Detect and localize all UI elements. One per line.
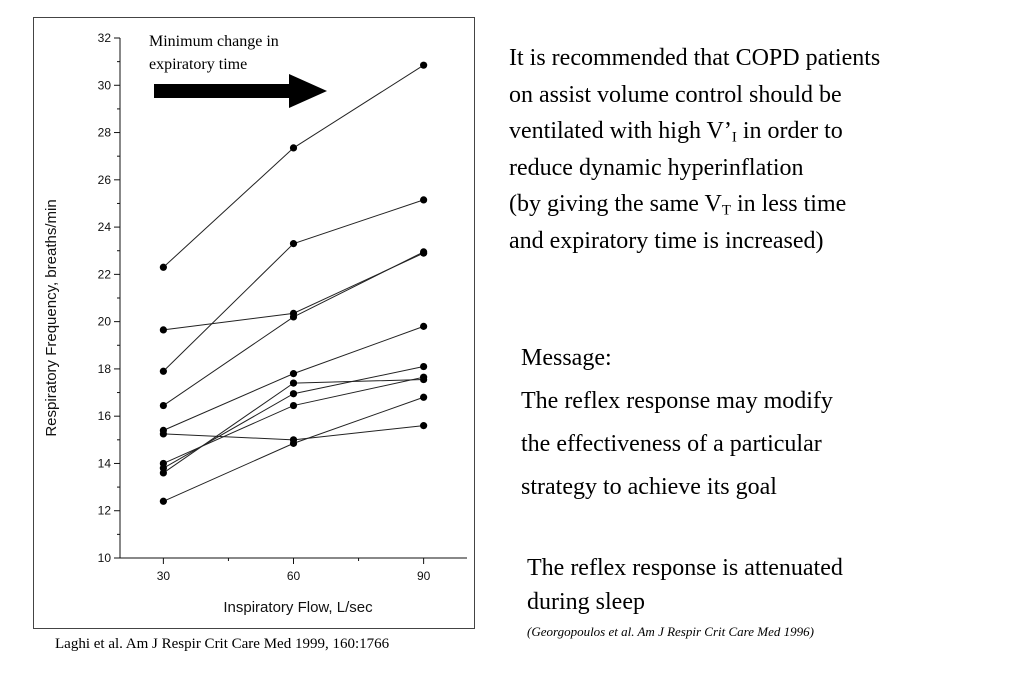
y-axis-title: Respiratory Frequency, breaths/min <box>43 199 60 436</box>
data-point-s8-90 <box>420 373 428 381</box>
data-point-s1-30 <box>159 263 167 271</box>
y-tick-label: 14 <box>98 456 112 470</box>
recommendation-line: on assist volume control should be <box>509 81 842 108</box>
y-tick-label: 28 <box>98 126 112 140</box>
data-point-s8-60 <box>289 401 298 410</box>
sleep-citation: (Georgopoulos et al. Am J Respir Crit Ca… <box>527 624 814 639</box>
recommendation-text: It is recommended that COPD patients on … <box>509 40 999 259</box>
message-line: The reflex response may modify <box>521 388 833 414</box>
y-tick-label: 22 <box>98 267 112 281</box>
y-tick-label: 12 <box>98 504 112 518</box>
message-line: the effectiveness of a particular <box>521 431 822 457</box>
data-point-s4-30 <box>159 401 167 410</box>
recommendation-line: reduce dynamic hyperinflation <box>509 154 804 181</box>
message-line: strategy to achieve its goal <box>521 474 777 500</box>
chart-tick-labels: 10 12 14 16 18 20 22 24 26 28 30 32 30 60 90 <box>98 31 431 583</box>
x-axis-title: Inspiratory Flow, L/sec <box>223 599 373 616</box>
y-tick-label: 16 <box>98 409 112 423</box>
recommendation-line: It is recommended that COPD patients <box>509 45 881 71</box>
data-point-s10-90 <box>420 393 428 401</box>
data-point-s3-30 <box>159 326 167 334</box>
y-tick-label: 30 <box>98 78 112 92</box>
chart-data-points <box>159 61 428 505</box>
recommendation-line: ventilated with high V’I in order to <box>509 118 843 146</box>
x-tick-label: 60 <box>287 569 301 583</box>
data-point-s10-60 <box>289 439 298 447</box>
data-point-s1-60 <box>289 144 298 152</box>
respiratory-frequency-chart: 10 12 14 16 18 20 22 24 26 28 30 32 30 60 90 Inspirato… <box>43 31 467 616</box>
chart-series-lines <box>163 64 424 502</box>
recommendation-line: (by giving the same VT in less time <box>509 191 847 219</box>
data-point-s5-60 <box>289 370 298 378</box>
y-tick-label: 18 <box>98 362 112 376</box>
data-point-s6-90 <box>420 362 428 371</box>
data-point-s8-30 <box>159 459 167 468</box>
data-point-s1-90 <box>420 61 428 69</box>
data-point-s6-60 <box>289 390 298 398</box>
y-tick-label: 20 <box>98 315 112 329</box>
data-point-s10-30 <box>159 497 167 505</box>
series-line-8 <box>163 376 424 464</box>
figure-citation: Laghi et al. Am J Respir Crit Care Med 1… <box>55 636 390 652</box>
y-tick-label: 24 <box>98 220 112 234</box>
data-point-s7-60 <box>289 379 298 387</box>
annotation-line-2: expiratory time <box>149 56 247 73</box>
x-tick-label: 30 <box>157 569 171 583</box>
data-point-s4-90 <box>420 248 428 256</box>
y-tick-label: 32 <box>98 31 112 45</box>
message-heading: Message: <box>521 345 612 371</box>
data-point-s2-60 <box>289 240 298 248</box>
data-point-s2-90 <box>420 196 428 204</box>
y-tick-label: 10 <box>98 551 112 565</box>
data-point-s7-30 <box>159 469 167 477</box>
data-point-s2-30 <box>159 367 167 375</box>
sleep-line: The reflex response is attenuated <box>527 555 843 581</box>
data-point-s9-90 <box>420 422 428 430</box>
data-point-s9-30 <box>159 430 167 438</box>
x-tick-label: 90 <box>417 569 431 583</box>
data-point-s5-90 <box>420 322 428 330</box>
message-block: Message: The reflex response may modify … <box>521 337 991 509</box>
sleep-line: during sleep <box>527 589 645 615</box>
data-point-s4-60 <box>289 313 298 321</box>
series-line-2 <box>163 199 424 372</box>
chart-axes <box>114 37 467 564</box>
y-tick-label: 26 <box>98 173 112 187</box>
recommendation-line: and expiratory time is increased) <box>509 227 824 254</box>
sleep-note: The reflex response is attenuated during… <box>527 551 997 619</box>
annotation-line-1: Minimum change in <box>149 33 279 50</box>
chart-panel: 10 12 14 16 18 20 22 24 26 28 30 32 30 60 90 Inspirato… <box>33 17 475 629</box>
right-arrow-icon <box>154 74 327 108</box>
